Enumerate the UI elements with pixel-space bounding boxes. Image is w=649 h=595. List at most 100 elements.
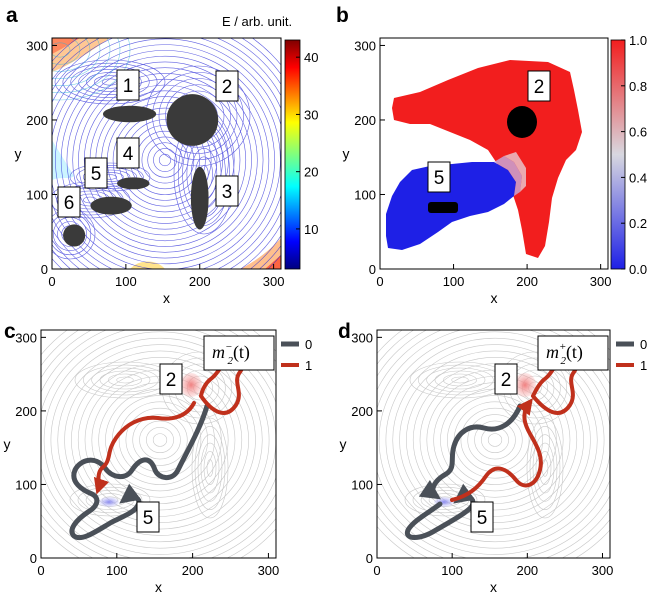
legend-c-sub: 2 bbox=[227, 355, 233, 367]
colorbar-a bbox=[284, 39, 301, 270]
xtick-label-d-0: 0 bbox=[373, 563, 380, 578]
trajectory-dark-c bbox=[69, 403, 210, 540]
state-5-marker bbox=[99, 497, 119, 507]
panel-a: 0 100 200 300 0 100 200 300 x y 1 2 4 5 3 6 E / a… bbox=[15, 14, 319, 306]
label-box-3: 3 bbox=[215, 175, 239, 207]
ytick-label-c-1: 100 bbox=[15, 477, 37, 492]
panel-letter-b: b bbox=[336, 4, 349, 27]
colorbar-b-label-5: 1.0 bbox=[629, 33, 647, 48]
ytick-label-c-2: 200 bbox=[15, 404, 37, 419]
label-box-6: 6 bbox=[57, 186, 81, 218]
panel-letter-a: a bbox=[6, 4, 18, 27]
colorbar-a-label-1: 20 bbox=[304, 165, 318, 180]
obstacle-2 bbox=[166, 94, 219, 146]
svg-text:2: 2 bbox=[166, 370, 177, 391]
ylabel-a: y bbox=[15, 146, 22, 162]
axes-frame-b bbox=[379, 37, 609, 270]
obstacle-5b bbox=[90, 196, 132, 215]
svg-text:5: 5 bbox=[434, 168, 445, 189]
xtick-label-b-1: 100 bbox=[443, 274, 465, 289]
legend-d-sub: 2 bbox=[560, 355, 566, 367]
xtick-label-b-2: 200 bbox=[516, 274, 538, 289]
svg-text:m+2(t): m+ 2(t) bbox=[546, 341, 583, 367]
svg-text:5: 5 bbox=[143, 508, 154, 529]
xlabel-d: x bbox=[490, 579, 497, 595]
target-region-5 bbox=[428, 202, 458, 213]
axes-frame-a bbox=[51, 37, 282, 270]
colorbar-b-label-3: 0.6 bbox=[629, 125, 647, 140]
axes-frame-c bbox=[40, 329, 277, 559]
label-box-5d: 5 bbox=[470, 501, 494, 533]
ytick-label-b-1: 100 bbox=[354, 187, 376, 202]
ytick-label-b-3: 300 bbox=[354, 38, 376, 53]
xtick-label-d-3: 300 bbox=[592, 563, 614, 578]
colorbar-a-label-2: 30 bbox=[304, 107, 318, 122]
xtick-label-c-2: 200 bbox=[182, 563, 204, 578]
ylabel-b: y bbox=[343, 146, 350, 162]
svg-text:3: 3 bbox=[222, 182, 233, 203]
ytick-label-d-3: 300 bbox=[351, 330, 373, 345]
colorbar-a-label-3: 40 bbox=[304, 50, 318, 65]
legend-d: m+ 2(t) 0 1 bbox=[537, 335, 647, 373]
label-box-5: 5 bbox=[84, 157, 108, 189]
legend-c-label-1: 1 bbox=[305, 358, 312, 373]
legend-d-label-0: 0 bbox=[640, 337, 647, 352]
xlabel-a: x bbox=[163, 290, 170, 306]
colorbar-b bbox=[610, 39, 626, 270]
xlabel-c: x bbox=[155, 579, 162, 595]
xtick-label-d-1: 100 bbox=[441, 563, 463, 578]
ytick-label-c-0: 0 bbox=[30, 551, 37, 566]
legend-d-base: m bbox=[546, 342, 559, 362]
ytick-label-d-2: 200 bbox=[351, 404, 373, 419]
label-box-2: 2 bbox=[215, 70, 239, 102]
svg-text:m−2(t): m− 2(t) bbox=[212, 341, 250, 367]
obstacle-3 bbox=[190, 166, 209, 230]
state-2-marker-d bbox=[514, 373, 536, 397]
colorbar-b-label-0: 0.0 bbox=[629, 262, 647, 277]
colorbar-a-label-0: 10 bbox=[304, 222, 318, 237]
ytick-label-a-0: 0 bbox=[41, 262, 48, 277]
ytick-label-a-2: 200 bbox=[26, 113, 48, 128]
trajectory-red-c bbox=[93, 401, 196, 495]
legend-c-arg: (t) bbox=[233, 342, 250, 363]
contour-field-a bbox=[52, 38, 281, 269]
label-box-4: 4 bbox=[116, 137, 140, 169]
obstacle-6 bbox=[63, 224, 86, 247]
panel-letter-d: d bbox=[338, 320, 351, 343]
panel-b: 0 100 200 300 0 100 200 300 x y 2 5 0.0 0.2 0.4 0.6 0… bbox=[343, 33, 648, 306]
legend-d-label-1: 1 bbox=[640, 358, 647, 373]
xtick-label-c-0: 0 bbox=[37, 563, 44, 578]
ytick-label-a-1: 100 bbox=[26, 187, 48, 202]
xtick-label-c-3: 300 bbox=[258, 563, 280, 578]
axes-frame-d bbox=[376, 329, 611, 559]
svg-text:2: 2 bbox=[222, 77, 233, 98]
state-2-marker bbox=[180, 373, 202, 397]
colorbar-b-label-4: 0.8 bbox=[629, 79, 647, 94]
ytick-label-d-0: 0 bbox=[366, 551, 373, 566]
legend-d-arg: (t) bbox=[566, 342, 583, 363]
svg-text:5: 5 bbox=[91, 164, 102, 185]
label-box-5c: 5 bbox=[136, 501, 160, 533]
svg-text:6: 6 bbox=[64, 193, 75, 214]
svg-text:2: 2 bbox=[534, 77, 545, 98]
svg-text:2: 2 bbox=[501, 370, 512, 391]
ytick-label-c-3: 300 bbox=[15, 330, 37, 345]
colorbar-b-label-1: 0.2 bbox=[629, 216, 647, 231]
svg-text:4: 4 bbox=[123, 144, 134, 165]
xtick-label-a-0: 0 bbox=[48, 274, 55, 289]
ytick-label-b-0: 0 bbox=[369, 262, 376, 277]
xtick-label-a-3: 300 bbox=[263, 274, 285, 289]
xtick-label-d-2: 200 bbox=[516, 563, 538, 578]
legend-d-sup: + bbox=[559, 341, 566, 353]
xtick-label-b-0: 0 bbox=[376, 274, 383, 289]
ylabel-c: y bbox=[4, 436, 11, 452]
panel-letter-c: c bbox=[4, 320, 16, 343]
ytick-label-a-3: 300 bbox=[26, 38, 48, 53]
legend-c-sup: − bbox=[225, 341, 232, 353]
xlabel-b: x bbox=[491, 290, 498, 306]
svg-text:5: 5 bbox=[477, 508, 488, 529]
label-box-2b: 2 bbox=[527, 70, 551, 102]
colorbar-b-label-2: 0.4 bbox=[629, 170, 647, 185]
trajectory-dark-d-loop bbox=[404, 483, 476, 540]
